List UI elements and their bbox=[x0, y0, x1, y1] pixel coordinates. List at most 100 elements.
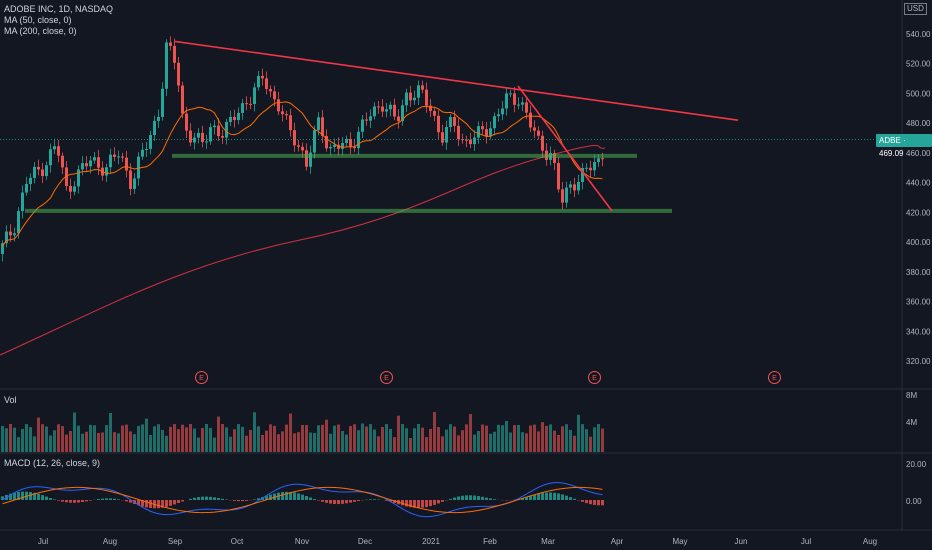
earnings-marker[interactable]: E bbox=[588, 371, 601, 384]
volume-bar bbox=[377, 436, 380, 452]
volume-bar bbox=[385, 424, 388, 452]
candle-body bbox=[173, 45, 176, 63]
volume-bar bbox=[1, 426, 4, 452]
volume-bar bbox=[29, 427, 32, 452]
candle-body bbox=[381, 106, 384, 112]
candle-body bbox=[505, 93, 508, 109]
price-tick-label: 400.00 bbox=[906, 238, 931, 247]
candle-body bbox=[53, 146, 56, 150]
earnings-marker[interactable]: E bbox=[195, 371, 208, 384]
volume-bar bbox=[169, 426, 172, 452]
macd-histogram-bar bbox=[321, 500, 324, 502]
volume-bar bbox=[221, 424, 224, 452]
volume-bar bbox=[57, 424, 60, 452]
volume-bar bbox=[477, 430, 480, 452]
price-tick-label: 500.00 bbox=[906, 89, 931, 98]
candle-body bbox=[169, 42, 172, 46]
volume-bar bbox=[413, 428, 416, 452]
volume-bar bbox=[137, 425, 140, 452]
volume-bar bbox=[457, 435, 460, 452]
volume-bar bbox=[393, 437, 396, 452]
macd-histogram-bar bbox=[389, 500, 392, 502]
earnings-marker[interactable]: E bbox=[380, 371, 393, 384]
candle-body bbox=[209, 127, 212, 142]
candle-body bbox=[293, 130, 296, 146]
macd-histogram-bar bbox=[597, 500, 600, 506]
volume-bar bbox=[153, 426, 156, 452]
candle-body bbox=[85, 163, 88, 167]
macd-histogram-bar bbox=[429, 500, 432, 507]
candle-body bbox=[133, 178, 136, 189]
candle-body bbox=[481, 126, 484, 130]
macd-histogram-bar bbox=[157, 500, 160, 509]
volume-bar bbox=[145, 418, 148, 452]
volume-bar bbox=[133, 434, 136, 452]
time-tick-label: Apr bbox=[611, 537, 624, 546]
volume-bar bbox=[305, 425, 308, 452]
candle-body bbox=[469, 139, 472, 145]
time-tick-label: Oct bbox=[231, 537, 244, 546]
macd-histogram-bar bbox=[433, 500, 436, 505]
candle-body bbox=[357, 131, 360, 149]
macd-histogram-bar bbox=[265, 495, 268, 500]
candle-body bbox=[457, 125, 460, 140]
candle-body bbox=[81, 163, 84, 170]
candle-body bbox=[273, 91, 276, 100]
macd-histogram-bar bbox=[37, 493, 40, 500]
candle-body bbox=[333, 144, 336, 147]
volume-bar bbox=[13, 427, 16, 452]
macd-histogram-bar bbox=[385, 500, 388, 501]
volume-bar bbox=[521, 432, 524, 452]
volume-label: Vol bbox=[4, 395, 17, 405]
candle-body bbox=[421, 85, 424, 90]
macd-histogram-bar bbox=[557, 493, 560, 500]
volume-bar bbox=[473, 434, 476, 452]
macd-histogram-bar bbox=[145, 500, 148, 508]
macd-histogram-bar bbox=[529, 495, 532, 500]
volume-bar bbox=[589, 436, 592, 452]
volume-bar bbox=[497, 424, 500, 452]
candle-body bbox=[325, 135, 328, 149]
candle-body bbox=[37, 166, 40, 170]
candle-body bbox=[5, 231, 8, 244]
candle-body bbox=[201, 132, 204, 142]
macd-histogram-bar bbox=[141, 500, 144, 507]
macd-histogram-bar bbox=[101, 498, 104, 500]
macd-histogram-bar bbox=[13, 492, 16, 500]
candle-body bbox=[281, 111, 284, 115]
volume-bar bbox=[409, 437, 412, 452]
macd-histogram-bar bbox=[589, 500, 592, 505]
volume-bar bbox=[545, 425, 548, 452]
candle-body bbox=[433, 110, 436, 116]
volume-bar bbox=[109, 412, 112, 452]
macd-histogram-bar bbox=[69, 500, 72, 503]
volume-bar bbox=[561, 426, 564, 452]
candle-body bbox=[105, 167, 108, 176]
volume-bar bbox=[149, 435, 152, 452]
volume-bar bbox=[465, 424, 468, 452]
candle-body bbox=[425, 89, 428, 106]
macd-histogram-bar bbox=[393, 500, 396, 504]
macd-histogram-bar bbox=[601, 500, 604, 506]
candle-body bbox=[261, 75, 264, 79]
time-tick-label: Feb bbox=[483, 537, 497, 546]
candle-body bbox=[185, 113, 188, 131]
macd-histogram-bar bbox=[333, 500, 336, 504]
candle-body bbox=[361, 119, 364, 132]
resistance-trendline bbox=[174, 40, 739, 122]
volume-bar bbox=[277, 434, 280, 452]
volume-bar bbox=[461, 430, 464, 452]
earnings-marker[interactable]: E bbox=[768, 371, 781, 384]
candle-body bbox=[321, 117, 324, 136]
volume-bar bbox=[321, 424, 324, 452]
time-tick-label: Sep bbox=[168, 537, 183, 546]
macd-histogram-bar bbox=[257, 498, 260, 500]
volume-bar bbox=[537, 431, 540, 452]
volume-bar bbox=[285, 424, 288, 452]
candle-body bbox=[437, 115, 440, 133]
macd-histogram-bar bbox=[205, 496, 208, 500]
candle-body bbox=[73, 186, 76, 192]
volume-bar bbox=[125, 424, 128, 452]
macd-histogram-bar bbox=[441, 500, 444, 502]
